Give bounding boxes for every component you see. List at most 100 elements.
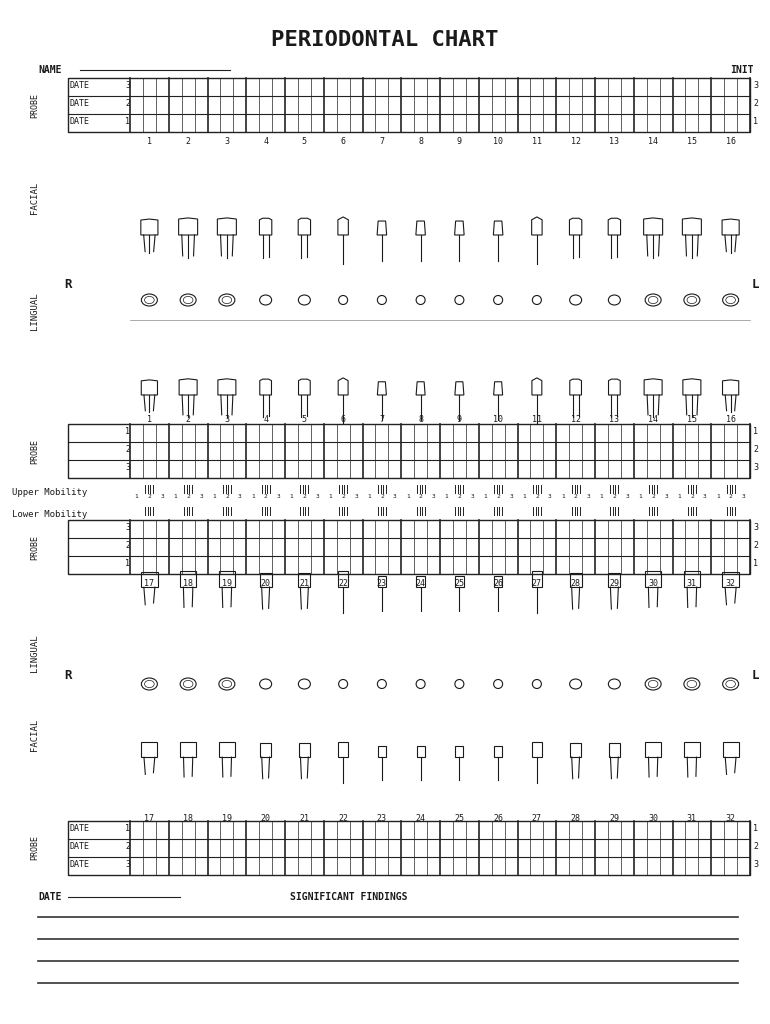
Text: 22: 22 [338,814,348,823]
Text: 2: 2 [380,494,383,499]
Text: DATE: DATE [70,99,90,108]
Text: 1: 1 [753,427,758,436]
Text: 1: 1 [290,494,293,499]
Text: 3: 3 [160,494,164,499]
Text: 5: 5 [302,415,307,424]
Text: 1: 1 [600,494,604,499]
Text: 16: 16 [725,137,735,146]
Text: 2: 2 [148,494,151,499]
Text: 31: 31 [687,814,697,823]
Text: 2: 2 [651,494,655,499]
Text: 32: 32 [725,579,735,588]
Text: 2: 2 [535,494,539,499]
Text: 30: 30 [648,814,658,823]
Text: 27: 27 [532,814,542,823]
Text: 5: 5 [302,137,307,146]
Text: 3: 3 [509,494,513,499]
Text: 1: 1 [753,824,758,833]
Text: 25: 25 [454,579,464,588]
Text: FACIAL: FACIAL [31,182,39,214]
Text: 17: 17 [145,579,154,588]
Text: 4: 4 [263,137,268,146]
Text: 15: 15 [687,137,697,146]
Text: 2: 2 [457,494,461,499]
Text: 3: 3 [125,523,130,532]
Text: DATE: DATE [70,117,90,126]
Text: 1: 1 [125,117,130,126]
Text: 20: 20 [260,579,270,588]
Text: 1: 1 [147,415,152,424]
Text: 9: 9 [457,137,462,146]
Text: 17: 17 [145,814,154,823]
Text: 19: 19 [222,814,232,823]
Text: 3: 3 [470,494,474,499]
Text: 8: 8 [418,415,424,424]
Text: 1: 1 [367,494,371,499]
Text: 3: 3 [125,463,130,472]
Bar [68,520,750,574]
Text: 3: 3 [625,494,629,499]
Text: 18: 18 [183,814,193,823]
Text: 8: 8 [418,137,424,146]
Text: PROBE: PROBE [31,535,39,559]
Text: 1: 1 [753,559,758,568]
Text: 10: 10 [493,137,503,146]
Text: 1: 1 [173,494,177,499]
Text: 1: 1 [406,494,410,499]
Text: 6: 6 [340,137,346,146]
Text: 3: 3 [753,860,758,869]
Text: 2: 2 [753,445,758,454]
Text: 3: 3 [224,415,229,424]
Text: 23: 23 [377,814,387,823]
Text: 7: 7 [380,137,384,146]
Text: 14: 14 [648,415,658,424]
Text: 32: 32 [725,814,735,823]
Text: 2: 2 [264,494,267,499]
Text: FACIAL: FACIAL [31,719,39,752]
Text: 20: 20 [260,814,270,823]
Text: 2: 2 [341,494,345,499]
Text: 3: 3 [432,494,435,499]
Text: 29: 29 [609,814,619,823]
Text: 26: 26 [493,579,503,588]
Text: 11: 11 [532,137,542,146]
Text: 2: 2 [125,541,130,550]
Text: 1: 1 [484,494,487,499]
Text: 11: 11 [532,415,542,424]
Text: R: R [64,278,72,291]
Text: 3: 3 [224,137,229,146]
Text: 2: 2 [186,137,191,146]
Text: 2: 2 [125,99,130,108]
Text: 1: 1 [522,494,526,499]
Text: 2: 2 [753,842,758,851]
Text: 9: 9 [457,415,462,424]
Text: 18: 18 [183,579,193,588]
Text: 24: 24 [416,814,426,823]
Text: 1: 1 [251,494,255,499]
Text: 1: 1 [147,137,152,146]
Text: 2: 2 [225,494,229,499]
Text: 1: 1 [135,494,139,499]
Text: PROBE: PROBE [31,836,39,860]
Text: 2: 2 [303,494,306,499]
Text: 3: 3 [753,463,758,472]
Text: 1: 1 [677,494,681,499]
Text: R: R [64,669,72,682]
Text: 3: 3 [199,494,203,499]
Text: PROBE: PROBE [31,92,39,118]
Text: Upper Mobility: Upper Mobility [12,488,87,497]
Text: 2: 2 [496,494,500,499]
Text: 10: 10 [493,415,503,424]
Text: 4: 4 [263,415,268,424]
Text: 2: 2 [690,494,694,499]
Text: 3: 3 [753,523,758,532]
Text: 2: 2 [612,494,616,499]
Text: 13: 13 [609,415,619,424]
Bar [68,78,750,132]
Text: L: L [752,278,758,291]
Text: 28: 28 [571,814,581,823]
Text: 3: 3 [548,494,551,499]
Text: 3: 3 [125,860,130,869]
Text: 2: 2 [125,842,130,851]
Text: 30: 30 [648,579,658,588]
